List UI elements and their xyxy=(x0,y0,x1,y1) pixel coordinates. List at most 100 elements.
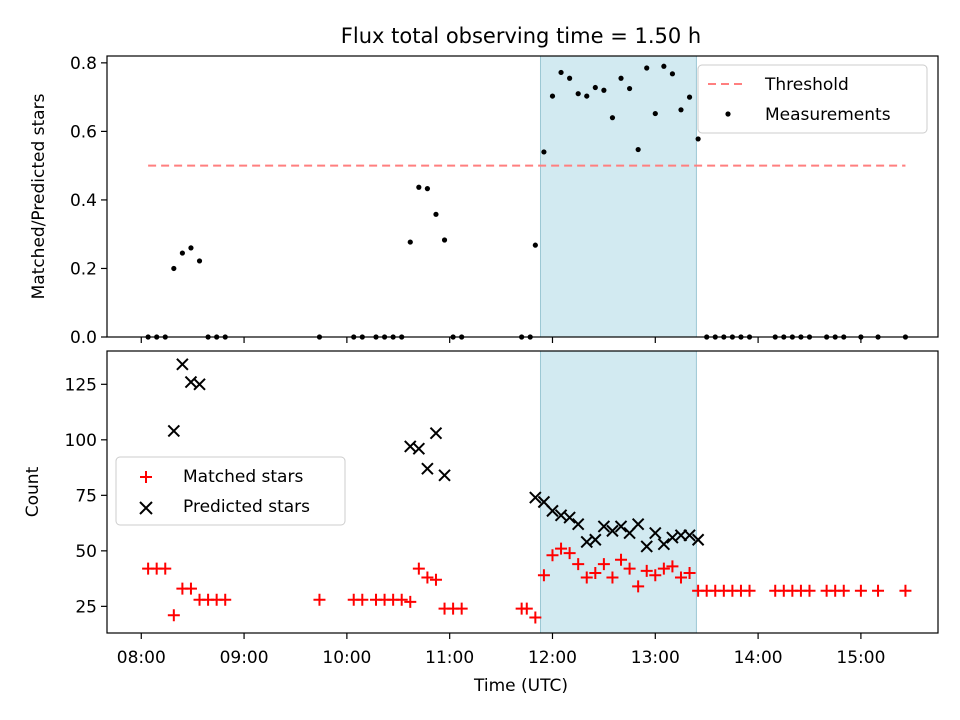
matched-star-point xyxy=(589,567,602,580)
matched-star-point xyxy=(580,571,593,584)
bottom-legend: Matched stars Predicted stars xyxy=(115,456,346,526)
top-axes-frame xyxy=(106,55,939,338)
matched-star-point xyxy=(854,584,867,597)
matched-star-point xyxy=(412,562,425,575)
matched-star-point xyxy=(520,602,533,615)
bottom-ytick-label: 75 xyxy=(75,486,97,506)
matched-star-point xyxy=(395,593,408,606)
matched-star-point xyxy=(615,553,628,566)
matched-star-point xyxy=(313,593,326,606)
matched-star-point xyxy=(356,593,369,606)
bottom-x-axis-label: Time (UTC) xyxy=(473,676,568,696)
matched-star-point xyxy=(597,558,610,571)
bottom-y-axis: 25 50 75 100 125 xyxy=(65,375,107,617)
measurement-point xyxy=(567,75,573,81)
top-y-axis: 0.0 0.2 0.4 0.6 0.8 xyxy=(70,54,107,348)
matched-star-point xyxy=(623,562,636,575)
measurement-point xyxy=(592,84,598,91)
bottom-y-axis-label: Count xyxy=(23,466,43,517)
bottom-xtick-label: 12:00 xyxy=(528,648,577,668)
predicted-star-point xyxy=(571,517,585,531)
measurement-point xyxy=(416,184,422,190)
predicted-star-point xyxy=(176,358,189,371)
top-x-ticks xyxy=(140,337,862,343)
measurement-point xyxy=(196,258,203,264)
matched-star-point xyxy=(649,569,662,582)
measurement-point xyxy=(549,93,556,99)
legend-measurements-label: Measurements xyxy=(765,105,891,125)
measurement-point xyxy=(652,110,658,117)
measurement-point xyxy=(179,250,185,256)
measurement-point xyxy=(601,87,607,93)
measurement-point xyxy=(686,94,693,100)
bottom-xtick-label: 08:00 xyxy=(117,648,166,668)
matched-star-point xyxy=(555,542,568,555)
top-legend: Threshold Measurements xyxy=(697,64,928,134)
matched-star-point xyxy=(529,611,542,624)
matched-star-point xyxy=(404,595,417,608)
matched-star-point xyxy=(743,584,756,597)
predicted-star-point xyxy=(193,378,206,391)
matched-star-point xyxy=(657,562,670,575)
predicted-star-point xyxy=(606,524,619,538)
matched-star-point xyxy=(872,584,885,597)
measurement-point xyxy=(433,211,439,217)
measurement-point xyxy=(441,237,448,243)
measurement-point xyxy=(558,69,564,76)
top-legend-box xyxy=(697,64,928,134)
matched-star-point xyxy=(421,571,434,584)
predicted-star-point xyxy=(421,462,434,475)
measurement-point xyxy=(424,186,431,192)
measurement-point xyxy=(171,265,177,272)
bottom-xtick-label: 14:00 xyxy=(734,648,783,668)
predicted-star-point xyxy=(614,520,628,533)
figure-title: Flux total observing time = 1.50 h xyxy=(341,24,701,48)
legend-threshold-label: Threshold xyxy=(764,75,849,95)
matched-star-point xyxy=(674,571,687,584)
matched-star-point xyxy=(606,571,619,584)
bottom-xtick-label: 13:00 xyxy=(631,648,680,668)
top-ytick-label: 0.4 xyxy=(70,191,97,211)
predicted-stars-series xyxy=(167,358,705,553)
predicted-star-point xyxy=(640,540,653,553)
matched-star-point xyxy=(537,569,550,582)
measurement-point xyxy=(661,63,667,69)
measurement-point xyxy=(626,85,633,92)
predicted-star-point xyxy=(529,491,542,504)
measurement-point xyxy=(695,136,701,142)
measurement-point xyxy=(669,71,676,77)
bottom-axes-frame xyxy=(106,350,939,634)
predicted-star-point xyxy=(412,442,426,455)
matched-star-point xyxy=(167,609,180,622)
bottom-x-axis: 08:00 09:00 10:00 11:00 12:00 13:00 14:00 15:00 xyxy=(117,633,885,668)
bottom-ytick-label: 125 xyxy=(65,375,97,395)
bottom-highlight-span xyxy=(539,350,697,634)
matched-star-point xyxy=(632,580,645,593)
legend-measurements-swatch xyxy=(725,111,731,117)
matched-star-point xyxy=(563,547,576,560)
matched-star-point xyxy=(572,558,585,571)
legend-matched-swatch xyxy=(140,471,152,483)
bottom-ytick-label: 100 xyxy=(65,431,97,451)
predicted-star-point xyxy=(691,533,705,546)
measurement-point xyxy=(541,149,547,155)
top-ytick-label: 0.6 xyxy=(70,122,97,142)
matched-star-point xyxy=(219,593,232,606)
measurement-point xyxy=(584,93,590,99)
matched-star-point xyxy=(683,567,696,580)
legend-predicted-swatch xyxy=(139,501,153,515)
matched-star-point xyxy=(429,573,442,586)
predicted-star-point xyxy=(429,426,443,440)
matched-star-point xyxy=(837,584,850,597)
measurement-point xyxy=(188,245,194,251)
matched-star-point xyxy=(899,584,912,597)
measurement-point xyxy=(635,146,641,153)
top-ytick-label: 0.0 xyxy=(70,328,97,348)
measurement-point xyxy=(532,242,538,248)
top-y-axis-label: Matched/Predicted stars xyxy=(29,93,49,299)
measurement-point xyxy=(609,115,616,121)
matched-star-point xyxy=(803,584,816,597)
predicted-star-point xyxy=(683,529,696,542)
top-ytick-label: 0.2 xyxy=(70,259,97,279)
bottom-xtick-label: 15:00 xyxy=(836,648,885,668)
